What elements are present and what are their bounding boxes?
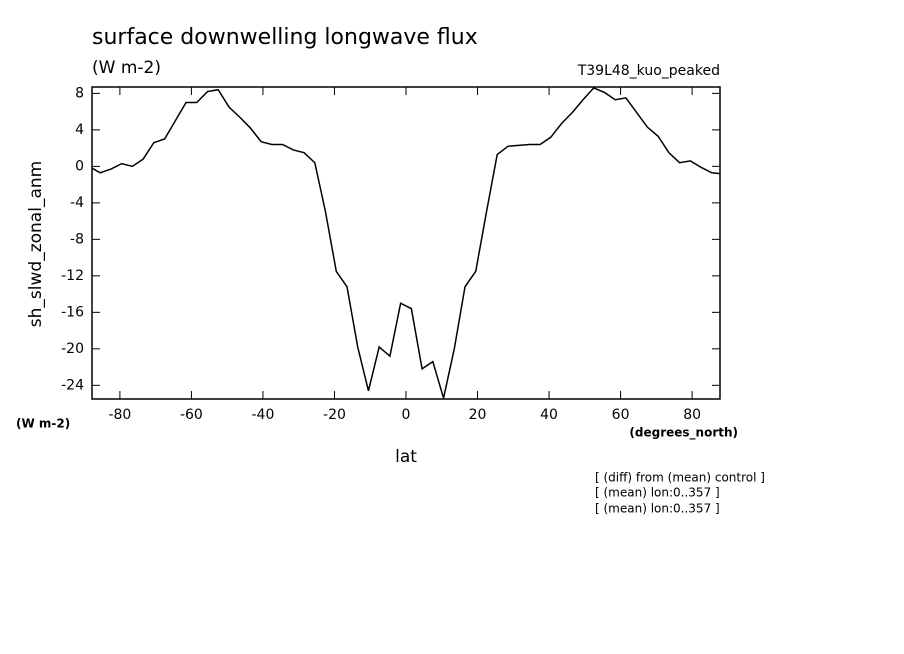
x-tick-label: 20: [469, 407, 487, 423]
y-axis-label: sh_slwd_zonal_anm: [26, 161, 46, 327]
x-tick-label: -80: [108, 407, 131, 423]
note: [ (mean) lon:0..357 ]: [595, 486, 720, 500]
x-tick-label: 60: [612, 407, 630, 423]
y-tick-label: 8: [75, 85, 84, 101]
y-tick-label: -24: [61, 377, 84, 393]
data-line: [91, 87, 721, 399]
note: [ (diff) from (mean) control ]: [595, 471, 765, 485]
x-axis-label: lat: [395, 447, 417, 467]
chart-title: surface downwelling longwave flux: [92, 25, 478, 50]
y-units: (W m-2): [16, 417, 70, 431]
x-tick-label: -40: [252, 407, 275, 423]
x-tick-label: 80: [683, 407, 701, 423]
dataset: T39L48_kuo_peaked: [577, 63, 720, 79]
y-tick-label: -20: [61, 341, 84, 357]
y-tick-label: -12: [61, 268, 84, 284]
y-tick-label: -8: [70, 231, 84, 247]
note: [ (mean) lon:0..357 ]: [595, 502, 720, 516]
x-tick-label: -20: [323, 407, 346, 423]
plot-frame: [91, 86, 721, 400]
x-tick-label: 40: [540, 407, 558, 423]
y-tick-label: -4: [70, 195, 84, 211]
units: (W m-2): [92, 58, 161, 78]
y-tick-label: 0: [75, 158, 84, 174]
y-tick-label: -16: [61, 304, 84, 320]
x-tick-label: 0: [402, 407, 411, 423]
y-tick-label: 4: [75, 122, 84, 138]
x-tick-label: -60: [180, 407, 203, 423]
x-units: (degrees_north): [629, 426, 738, 441]
